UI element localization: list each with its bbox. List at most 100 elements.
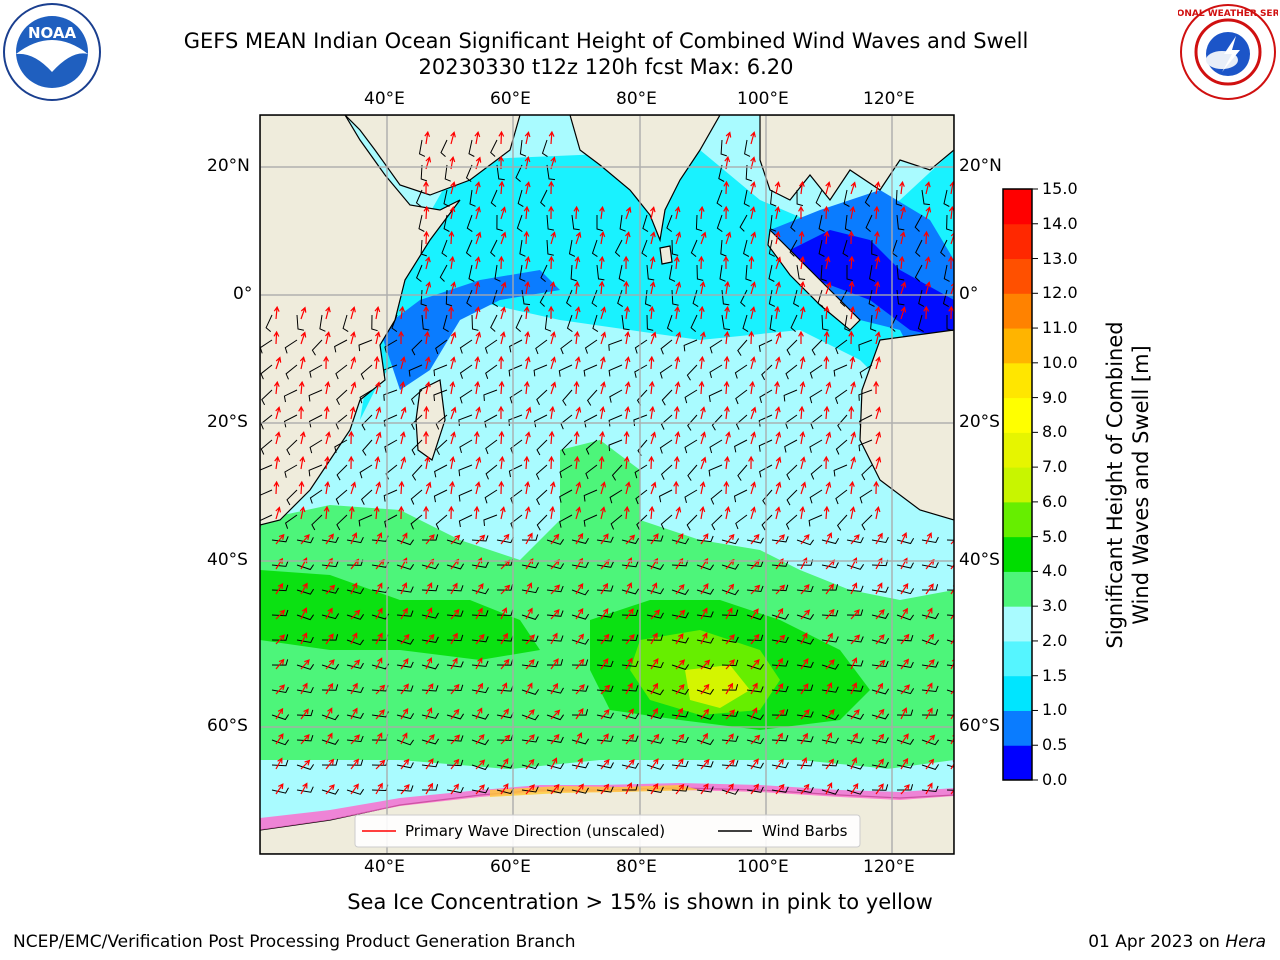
colorbar-tick-label: 11.0 [1042, 318, 1078, 338]
wind-barb [260, 464, 273, 477]
wave-direction-arrow [848, 330, 855, 345]
wind-barb [546, 714, 565, 721]
wave-direction-arrow [825, 281, 832, 295]
wind-barb [833, 464, 848, 477]
wave-direction-arrow [899, 180, 905, 195]
wind-barb [859, 364, 873, 379]
wind-barb [745, 164, 753, 182]
southeast-asia-land [759, 115, 954, 202]
wave-direction-arrow [423, 405, 430, 420]
wind-barb [818, 214, 825, 232]
wind-barb [596, 735, 614, 742]
wind-barb [446, 713, 465, 720]
wind-barb [914, 214, 923, 232]
wave-direction-arrow [648, 455, 655, 470]
wind-barb [596, 215, 603, 232]
wind-barb [785, 514, 798, 530]
wave-direction-arrow [700, 231, 707, 245]
wave-direction-arrow [400, 607, 408, 620]
wind-barb [946, 614, 954, 616]
wave-direction-arrow [523, 305, 530, 320]
wind-barb [771, 660, 789, 667]
wave-direction-arrow [874, 230, 880, 245]
wave-direction-arrow [449, 455, 456, 470]
wave-direction-arrow [799, 505, 806, 520]
wind-barb [946, 539, 954, 541]
wave-direction-arrow [425, 758, 434, 770]
wave-direction-arrow [350, 707, 358, 720]
wave-direction-arrow [525, 532, 533, 545]
wind-barb [411, 464, 423, 481]
wave-direction-arrow [850, 634, 861, 645]
wave-direction-arrow [600, 481, 607, 495]
wind-barb [260, 514, 273, 527]
wave-direction-arrow [750, 707, 758, 720]
wind-barb [608, 364, 623, 377]
wind-barb [634, 339, 648, 354]
wind-barb [596, 660, 614, 668]
wave-direction-arrow [399, 305, 405, 320]
wave-direction-arrow [524, 330, 531, 345]
wave-direction-arrow [600, 582, 609, 595]
wave-direction-arrow [523, 455, 530, 470]
wind-barb [559, 489, 573, 503]
wave-direction-arrow [950, 232, 954, 245]
colorbar-tick-label: 10.0 [1042, 352, 1078, 372]
wave-direction-arrow [350, 632, 358, 645]
wind-barb [708, 389, 723, 402]
wind-barb [646, 689, 665, 696]
wind-barb [346, 614, 365, 620]
wind-barb [271, 686, 289, 694]
wind-barb [733, 489, 748, 503]
wave-direction-arrow [600, 533, 609, 545]
wave-direction-arrow [325, 607, 333, 620]
wind-barb [796, 684, 814, 691]
wind-barb [546, 763, 565, 770]
wind-barb [821, 737, 839, 744]
wind-barb [421, 534, 439, 541]
wave-direction-arrow [625, 682, 633, 695]
wind-barb [871, 784, 889, 791]
wave-direction-arrow [825, 659, 835, 670]
wind-barb [742, 314, 749, 333]
wind-barb [260, 489, 273, 502]
wind-barb [521, 661, 539, 668]
wave-direction-arrow [750, 658, 760, 670]
wave-direction-arrow [775, 481, 782, 495]
wave-direction-arrow [300, 582, 308, 595]
wave-direction-arrow [900, 607, 908, 620]
wind-barb [515, 314, 523, 332]
wind-barb [286, 439, 298, 456]
wind-barb [446, 759, 464, 767]
wave-direction-arrow [850, 582, 858, 595]
bottom-lon-label-60e: 60°E [490, 857, 531, 877]
wind-barb [746, 738, 765, 745]
wave-direction-arrow [699, 481, 706, 495]
wind-barb [837, 414, 848, 431]
wind-barb [896, 634, 914, 642]
wave-direction-arrow [874, 181, 881, 195]
wind-barb [642, 214, 649, 233]
wave-direction-arrow [325, 533, 334, 545]
wind-barb [921, 785, 939, 793]
wave-direction-arrow [373, 505, 380, 520]
wind-barb [915, 239, 923, 257]
wave-direction-arrow [548, 180, 555, 195]
wind-barb [921, 639, 940, 646]
wave-direction-arrow [575, 481, 582, 495]
wind-barb [836, 514, 848, 531]
wave-direction-arrow [323, 505, 330, 520]
wind-barbs-layer [260, 139, 954, 795]
wave-direction-arrow [524, 255, 531, 270]
wind-barb [583, 364, 598, 377]
wave-direction-arrow [348, 455, 355, 470]
wave-direction-arrow [950, 685, 954, 695]
wind-barb [809, 389, 823, 404]
colorbar-tick-label: 14.0 [1042, 213, 1078, 233]
wave-direction-arrow [775, 431, 782, 445]
wave-direction-arrow [500, 708, 510, 720]
wave-field-blue-equator [380, 270, 560, 390]
wind-barb [592, 314, 599, 333]
wind-barb [296, 588, 315, 595]
wave-direction-arrow [498, 480, 505, 495]
